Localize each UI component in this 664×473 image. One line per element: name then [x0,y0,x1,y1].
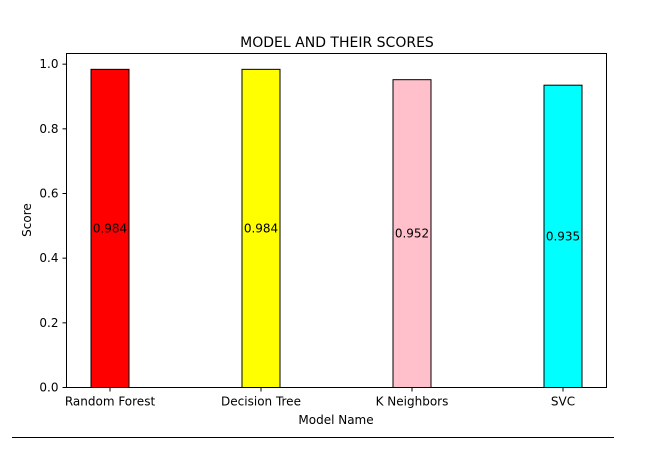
bar [543,84,583,389]
y-axis: 0.0 0.2 0.4 0.6 0.8 1.0 [39,57,67,395]
plot-frame [66,53,607,388]
bar-value-label: 0.935 [546,229,580,243]
bars [90,68,583,389]
bar-value-labels: 0.984 0.984 0.952 0.935 [93,221,580,243]
y-tick-label: 0.2 [39,316,58,330]
bar-value-label: 0.984 [93,221,127,235]
x-tick-label: Random Forest [65,395,156,409]
y-tick-label: 0.8 [39,122,58,136]
y-tick-label: 0.0 [39,381,58,395]
chart-title: MODEL AND THEIR SCORES [240,35,434,51]
bar [241,68,281,389]
y-tick-label: 0.6 [39,187,58,201]
x-tick-label: Decision Tree [221,395,301,409]
x-axis: Random Forest Decision Tree K Neighbors SVC [65,387,575,409]
bar-value-label: 0.952 [395,227,429,241]
y-tick-label: 1.0 [39,57,58,71]
y-tick-label: 0.4 [39,251,58,265]
bottom-rule [12,437,614,438]
x-axis-label: Model Name [298,413,373,427]
x-tick-label: K Neighbors [376,395,449,409]
x-tick-label: SVC [551,395,575,409]
bar [392,79,432,389]
bar-value-label: 0.984 [244,221,278,235]
y-axis-label: Score [20,203,34,237]
